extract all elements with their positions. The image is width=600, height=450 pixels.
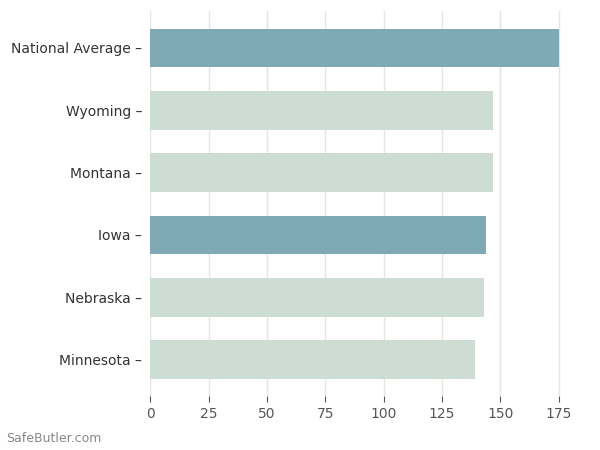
Text: SafeButler.com: SafeButler.com <box>6 432 101 446</box>
Bar <box>151 29 559 68</box>
Bar <box>151 91 493 130</box>
Bar <box>151 278 484 317</box>
Bar <box>151 340 475 379</box>
Bar <box>151 216 486 254</box>
Bar <box>151 153 493 192</box>
